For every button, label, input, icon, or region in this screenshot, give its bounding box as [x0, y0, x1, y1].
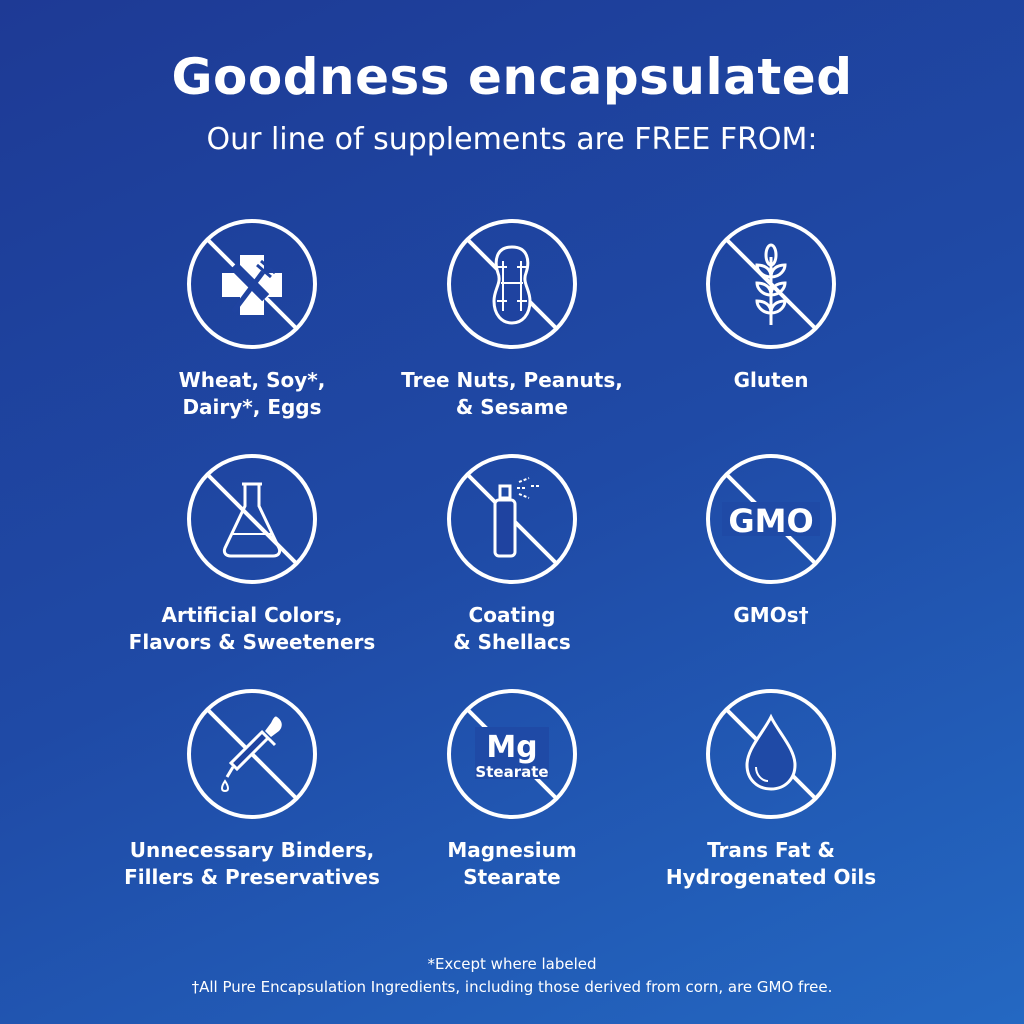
spray-can-icon	[447, 454, 577, 584]
item-label: Tree Nuts, Peanuts,	[401, 368, 623, 392]
free-from-item: Trans Fat & Hydrogenated Oils	[621, 687, 921, 891]
flask-icon	[187, 454, 317, 584]
free-from-item: Artificial Colors, Flavors & Sweeteners	[102, 452, 402, 656]
gmo-icon: GMO	[706, 454, 836, 584]
free-from-item: Coating & Shellacs	[362, 452, 662, 656]
free-from-item: GMO GMOs†	[621, 452, 921, 629]
allergen-cross-fork-icon	[187, 219, 317, 349]
stearate-icon-text: Stearate	[475, 763, 548, 781]
item-label: Hydrogenated Oils	[665, 865, 877, 889]
item-label: Gluten	[733, 368, 809, 392]
item-label: Artificial Colors,	[161, 603, 343, 627]
item-label: & Sesame	[455, 395, 569, 419]
item-label: Coating	[468, 603, 556, 627]
mg-stearate-icon: Mg Stearate	[447, 689, 577, 819]
item-label: Flavors & Sweeteners	[128, 630, 376, 654]
item-label: GMOs†	[733, 603, 809, 627]
footnote: *Except where labeled	[427, 955, 597, 973]
item-label: Stearate	[463, 865, 561, 889]
free-from-item: Wheat, Soy*, Dairy*, Eggs	[102, 217, 402, 421]
free-from-item: Gluten	[621, 217, 921, 394]
footnote: †All Pure Encapsulation Ingredients, inc…	[191, 978, 833, 996]
item-label: & Shellacs	[453, 630, 571, 654]
page-title: Goodness encapsulated	[171, 48, 853, 106]
gmo-icon-text: GMO	[728, 502, 813, 540]
item-label: Unnecessary Binders,	[129, 838, 375, 862]
free-from-item: Unnecessary Binders, Fillers & Preservati…	[102, 687, 402, 891]
item-label: Fillers & Preservatives	[124, 865, 380, 889]
dropper-icon	[187, 689, 317, 819]
mg-icon-text: Mg	[486, 730, 537, 765]
free-from-item: Tree Nuts, Peanuts, & Sesame	[362, 217, 662, 421]
item-label: Wheat, Soy*,	[178, 368, 326, 392]
item-label: Magnesium	[447, 838, 577, 862]
item-label: Trans Fat &	[707, 838, 835, 862]
free-from-item: Mg Stearate Magnesium Stearate	[362, 687, 662, 891]
item-label: Dairy*, Eggs	[182, 395, 322, 419]
wheat-icon	[706, 219, 836, 349]
oil-drop-icon	[706, 689, 836, 819]
page-subtitle: Our line of supplements are FREE FROM:	[206, 122, 818, 157]
peanut-icon	[447, 219, 577, 349]
